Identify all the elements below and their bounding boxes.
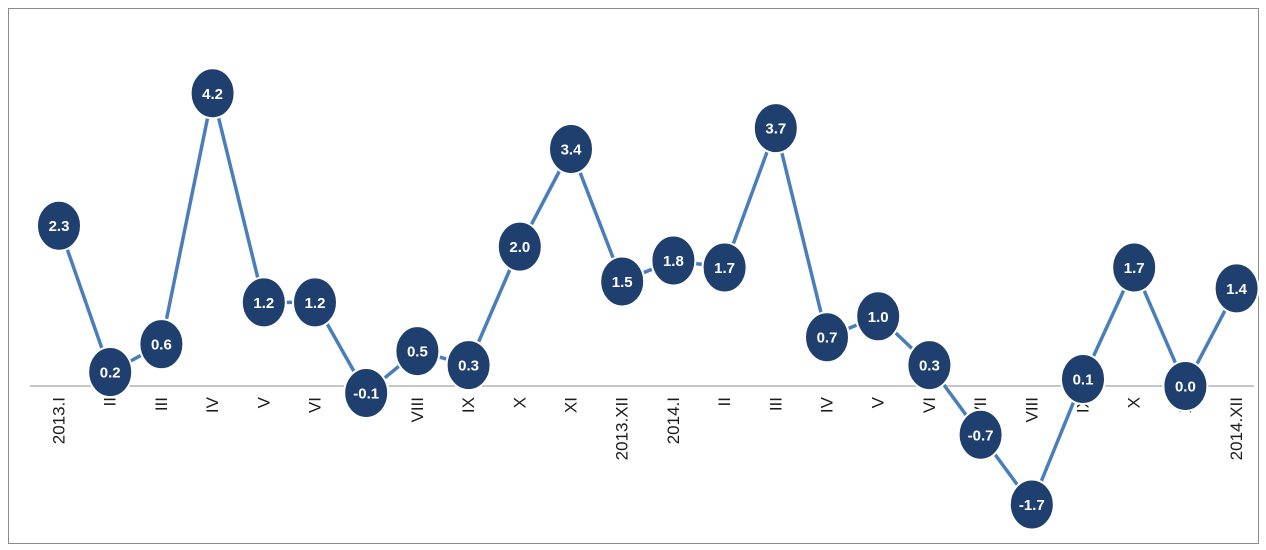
data-point-marker [1111,241,1158,294]
x-tick-label: V [869,396,888,408]
data-point-marker [394,325,441,378]
data-label: 2.0 [509,239,530,256]
x-tick-label: 2014.XII [1227,397,1246,460]
x-tick-label: 2014.I [664,397,683,444]
data-label: 1.5 [612,274,633,291]
data-point-marker [1060,353,1106,406]
data-label: -1.7 [1019,497,1045,514]
x-tick-label: XI [562,397,581,413]
data-point-marker [906,339,953,392]
data-point-marker [1008,478,1055,531]
data-label: -0.1 [353,385,379,402]
data-point-marker [343,366,390,419]
series-line [57,91,1239,507]
data-label: -0.7 [968,427,994,444]
data-label: 0.2 [100,365,121,382]
data-point-marker [1162,360,1209,412]
x-tick-label: VIII [1022,397,1041,423]
data-point-marker [804,311,850,364]
data-label: 1.7 [1124,260,1145,277]
x-tick-label: VIII [408,397,427,423]
data-point-marker [496,220,543,273]
data-point-marker [855,290,902,343]
x-tick-label: III [152,397,171,411]
data-label: 0.3 [458,358,479,375]
data-label: 0.1 [1073,372,1094,389]
data-label: 0.3 [919,358,940,375]
data-label: 0.0 [1175,379,1196,396]
data-label: 1.0 [868,309,889,326]
data-point-marker [752,102,799,155]
x-tick-label: 2013.XII [613,397,632,460]
data-point-marker [240,276,287,329]
data-point-marker [650,234,697,287]
data-label: 3.4 [561,142,583,159]
data-label: 1.8 [663,253,684,270]
data-point-marker [189,67,236,120]
data-label: 0.6 [151,337,172,354]
x-tick-label: X [1125,397,1144,408]
data-label: 0.7 [817,330,838,347]
x-tick-label: IV [203,396,222,413]
x-tick-label: 2013.I [50,397,69,444]
data-label: 3.7 [765,121,786,138]
data-point-marker [138,318,185,371]
data-label: 4.2 [202,86,223,103]
x-tick-label: VI [306,397,325,413]
x-tick-label: IX [459,397,478,413]
x-tick-label: IV [818,396,837,413]
data-point-marker [292,276,338,329]
data-point-marker [445,339,492,392]
data-label: 1.2 [253,295,274,312]
x-tick-label: II [101,397,120,406]
data-point-marker [548,123,594,176]
data-point-marker [599,255,646,308]
x-tick-label: III [766,397,785,411]
data-point-marker [957,408,1004,461]
data-point-marker [36,199,82,252]
data-label: 1.7 [714,260,735,277]
data-label: 1.4 [1226,281,1248,298]
x-tick-label: VI [920,397,939,413]
data-label: 1.2 [305,295,326,312]
data-point-marker [87,346,134,399]
data-point-marker [701,241,748,294]
data-label: 0.5 [407,344,428,361]
x-tick-label: V [254,396,273,408]
data-label: 2.3 [49,218,70,235]
data-point-marker [1213,262,1260,315]
x-tick-label: X [510,397,529,408]
x-tick-label: II [715,397,734,406]
